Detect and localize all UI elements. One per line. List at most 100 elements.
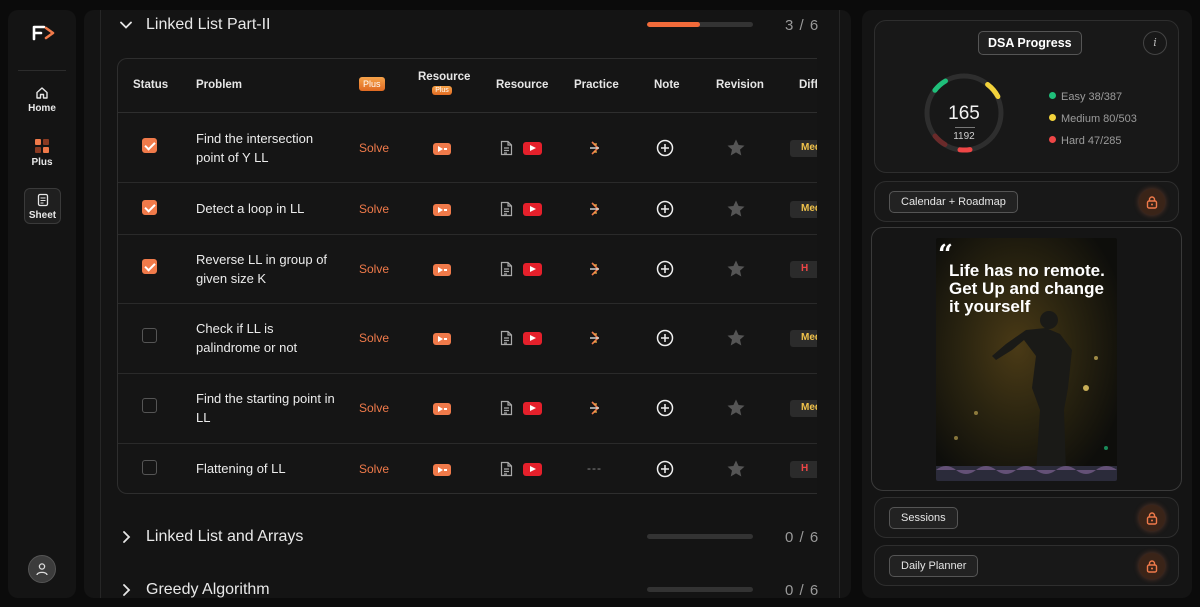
topic-title: Greedy Algorithm	[146, 581, 270, 598]
plus-video-icon[interactable]	[433, 143, 451, 155]
problem-name[interactable]: Find the starting point in LL	[196, 391, 335, 425]
difficulty-badge: Med	[790, 140, 817, 157]
solve-link[interactable]: Solve	[359, 331, 390, 345]
chevron-down-icon[interactable]	[119, 18, 133, 32]
article-icon[interactable]	[500, 461, 513, 477]
sidebar-item-sheet[interactable]: Sheet	[24, 188, 61, 224]
total-count: 1192	[953, 131, 975, 142]
topic-header-linked-list-and-arrays[interactable]: Linked List and Arrays 0 / 6	[101, 522, 841, 552]
youtube-icon[interactable]	[523, 332, 542, 345]
quote-text: Life has no remote. Get Up and change it…	[949, 261, 1105, 316]
article-icon[interactable]	[500, 400, 513, 416]
star-icon[interactable]	[726, 138, 746, 158]
lock-button[interactable]	[1139, 189, 1165, 215]
table-row: Check if LL is palindrome or not Solve M…	[118, 304, 817, 374]
legend-easy-label: Easy 38/387	[1061, 91, 1123, 103]
topic-progress-count: 3 / 6	[785, 17, 820, 34]
quote-mark: “	[938, 240, 953, 270]
add-note-icon[interactable]	[656, 260, 674, 278]
calendar-roadmap-label[interactable]: Calendar + Roadmap	[889, 191, 1018, 213]
plus-video-icon[interactable]	[433, 403, 451, 415]
add-note-icon[interactable]	[656, 460, 674, 478]
solve-link[interactable]: Solve	[359, 262, 390, 276]
star-icon[interactable]	[726, 459, 746, 479]
status-checkbox[interactable]	[142, 138, 157, 153]
practice-icon[interactable]	[586, 260, 604, 278]
problem-name[interactable]: Check if LL is palindrome or not	[196, 321, 298, 355]
chevron-right-icon[interactable]	[119, 530, 133, 544]
col-revision: Revision	[716, 79, 764, 91]
sidebar-item-home[interactable]: Home	[22, 86, 62, 114]
sidebar-item-label: Sheet	[28, 210, 57, 221]
sessions-label[interactable]: Sessions	[889, 507, 958, 529]
youtube-icon[interactable]	[523, 203, 542, 216]
col-plus: Plus	[359, 77, 385, 91]
youtube-icon[interactable]	[523, 263, 542, 276]
table-row: Reverse LL in group of given size K Solv…	[118, 235, 817, 304]
problem-name[interactable]: Find the intersection point of Y LL	[196, 131, 314, 165]
logo-icon[interactable]	[32, 24, 58, 42]
topic-header-linked-list-part-2[interactable]: Linked List Part-II 3 / 6	[101, 10, 841, 40]
topic-progress-bar	[647, 22, 753, 27]
article-icon[interactable]	[500, 330, 513, 346]
solve-link[interactable]: Solve	[359, 202, 390, 216]
calendar-roadmap-card[interactable]: Calendar + Roadmap	[874, 181, 1179, 222]
youtube-icon[interactable]	[523, 463, 542, 476]
problem-name[interactable]: Detect a loop in LL	[196, 201, 305, 216]
plus-video-icon[interactable]	[433, 204, 451, 216]
star-icon[interactable]	[726, 328, 746, 348]
daily-planner-label[interactable]: Daily Planner	[889, 555, 979, 577]
star-icon[interactable]	[726, 259, 746, 279]
star-icon[interactable]	[726, 199, 746, 219]
article-icon[interactable]	[500, 201, 513, 217]
practice-icon[interactable]	[586, 200, 604, 218]
topic-header-greedy-algorithm[interactable]: Greedy Algorithm 0 / 6	[101, 575, 841, 598]
status-checkbox[interactable]	[142, 460, 157, 475]
lock-button[interactable]	[1139, 505, 1165, 531]
chevron-right-icon[interactable]	[119, 583, 133, 597]
sidebar-item-plus[interactable]: Plus	[22, 138, 62, 168]
add-note-icon[interactable]	[656, 200, 674, 218]
avatar[interactable]	[28, 555, 56, 583]
status-checkbox[interactable]	[142, 328, 157, 343]
add-note-icon[interactable]	[656, 399, 674, 417]
difficulty-badge: Med	[790, 400, 817, 417]
problem-name[interactable]: Reverse LL in group of given size K	[196, 252, 328, 286]
plus-grid-icon	[35, 139, 49, 153]
solve-link[interactable]: Solve	[359, 462, 390, 476]
legend-medium-label: Medium 80/503	[1061, 113, 1137, 125]
topic-progress-fill	[647, 22, 700, 27]
article-icon[interactable]	[500, 140, 513, 156]
topic-progress-bar	[647, 534, 753, 539]
plus-video-icon[interactable]	[433, 264, 451, 276]
practice-icon[interactable]	[586, 329, 604, 347]
daily-planner-card[interactable]: Daily Planner	[874, 545, 1179, 586]
status-checkbox[interactable]	[142, 200, 157, 215]
star-icon[interactable]	[726, 398, 746, 418]
youtube-icon[interactable]	[523, 402, 542, 415]
plus-video-icon[interactable]	[433, 464, 451, 476]
youtube-icon[interactable]	[523, 142, 542, 155]
practice-icon[interactable]	[586, 399, 604, 417]
solve-link[interactable]: Solve	[359, 401, 390, 415]
problem-name[interactable]: Flattening of LL	[196, 461, 286, 476]
user-icon	[36, 563, 48, 576]
plus-video-icon[interactable]	[433, 333, 451, 345]
medium-dot	[1049, 114, 1056, 121]
problem-table: Status Problem Plus Resource Plus Resour…	[117, 58, 817, 494]
topic-progress-bar	[647, 587, 753, 592]
status-checkbox[interactable]	[142, 398, 157, 413]
info-icon[interactable]: i	[1143, 31, 1167, 55]
status-checkbox[interactable]	[142, 259, 157, 274]
article-icon[interactable]	[500, 261, 513, 277]
progress-ring	[924, 73, 1004, 153]
topic-list: Linked List Part-II 3 / 6 Status Problem…	[100, 10, 840, 598]
dsa-progress-card: DSA Progress i 165 1192 Easy 38/387 Medi…	[874, 20, 1179, 173]
lock-button[interactable]	[1139, 553, 1165, 579]
add-note-icon[interactable]	[656, 329, 674, 347]
left-sidebar: Home Plus Sheet	[8, 10, 76, 598]
practice-icon[interactable]	[586, 139, 604, 157]
add-note-icon[interactable]	[656, 139, 674, 157]
sessions-card[interactable]: Sessions	[874, 497, 1179, 538]
solve-link[interactable]: Solve	[359, 141, 390, 155]
